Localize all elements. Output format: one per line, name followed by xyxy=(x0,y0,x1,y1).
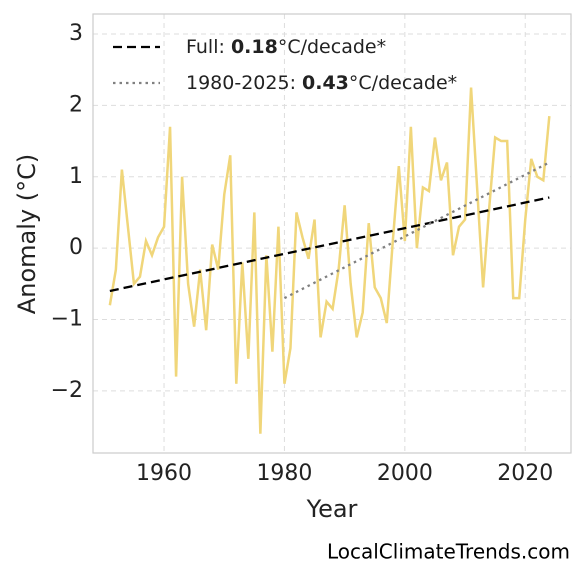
y-tick-label: 1 xyxy=(69,164,83,189)
x-tick-label: 1980 xyxy=(256,461,312,486)
x-tick-label: 1960 xyxy=(136,461,192,486)
legend-label-part: 1980-2025: xyxy=(186,72,302,94)
series-line xyxy=(283,161,550,300)
y-tick-label: −1 xyxy=(51,307,83,332)
legend-label-part: °C/decade* xyxy=(278,36,386,58)
series-line xyxy=(108,87,551,434)
x-axis-label: Year xyxy=(306,495,358,523)
y-tick-label: −2 xyxy=(51,378,83,403)
legend-label-part: 0.18 xyxy=(231,36,278,58)
y-axis-label: Anomaly (°C) xyxy=(13,154,41,314)
x-tick-label: 2020 xyxy=(497,461,553,486)
legend-label: 1980-2025: 0.43°C/decade* xyxy=(186,72,457,94)
legend-label-part: Full: xyxy=(186,36,231,58)
legend-label-part: °C/decade* xyxy=(349,72,457,94)
legend-label: Full: 0.18°C/decade* xyxy=(186,36,386,58)
legend-label-part: 0.43 xyxy=(302,72,349,94)
series-line xyxy=(109,196,550,293)
y-tick-label: 0 xyxy=(69,235,83,260)
y-tick-label: 3 xyxy=(69,21,83,46)
plot-frame xyxy=(92,13,572,454)
y-tick-label: 2 xyxy=(69,92,83,117)
watermark: LocalClimateTrends.com xyxy=(327,540,570,564)
x-tick-label: 2000 xyxy=(377,461,433,486)
